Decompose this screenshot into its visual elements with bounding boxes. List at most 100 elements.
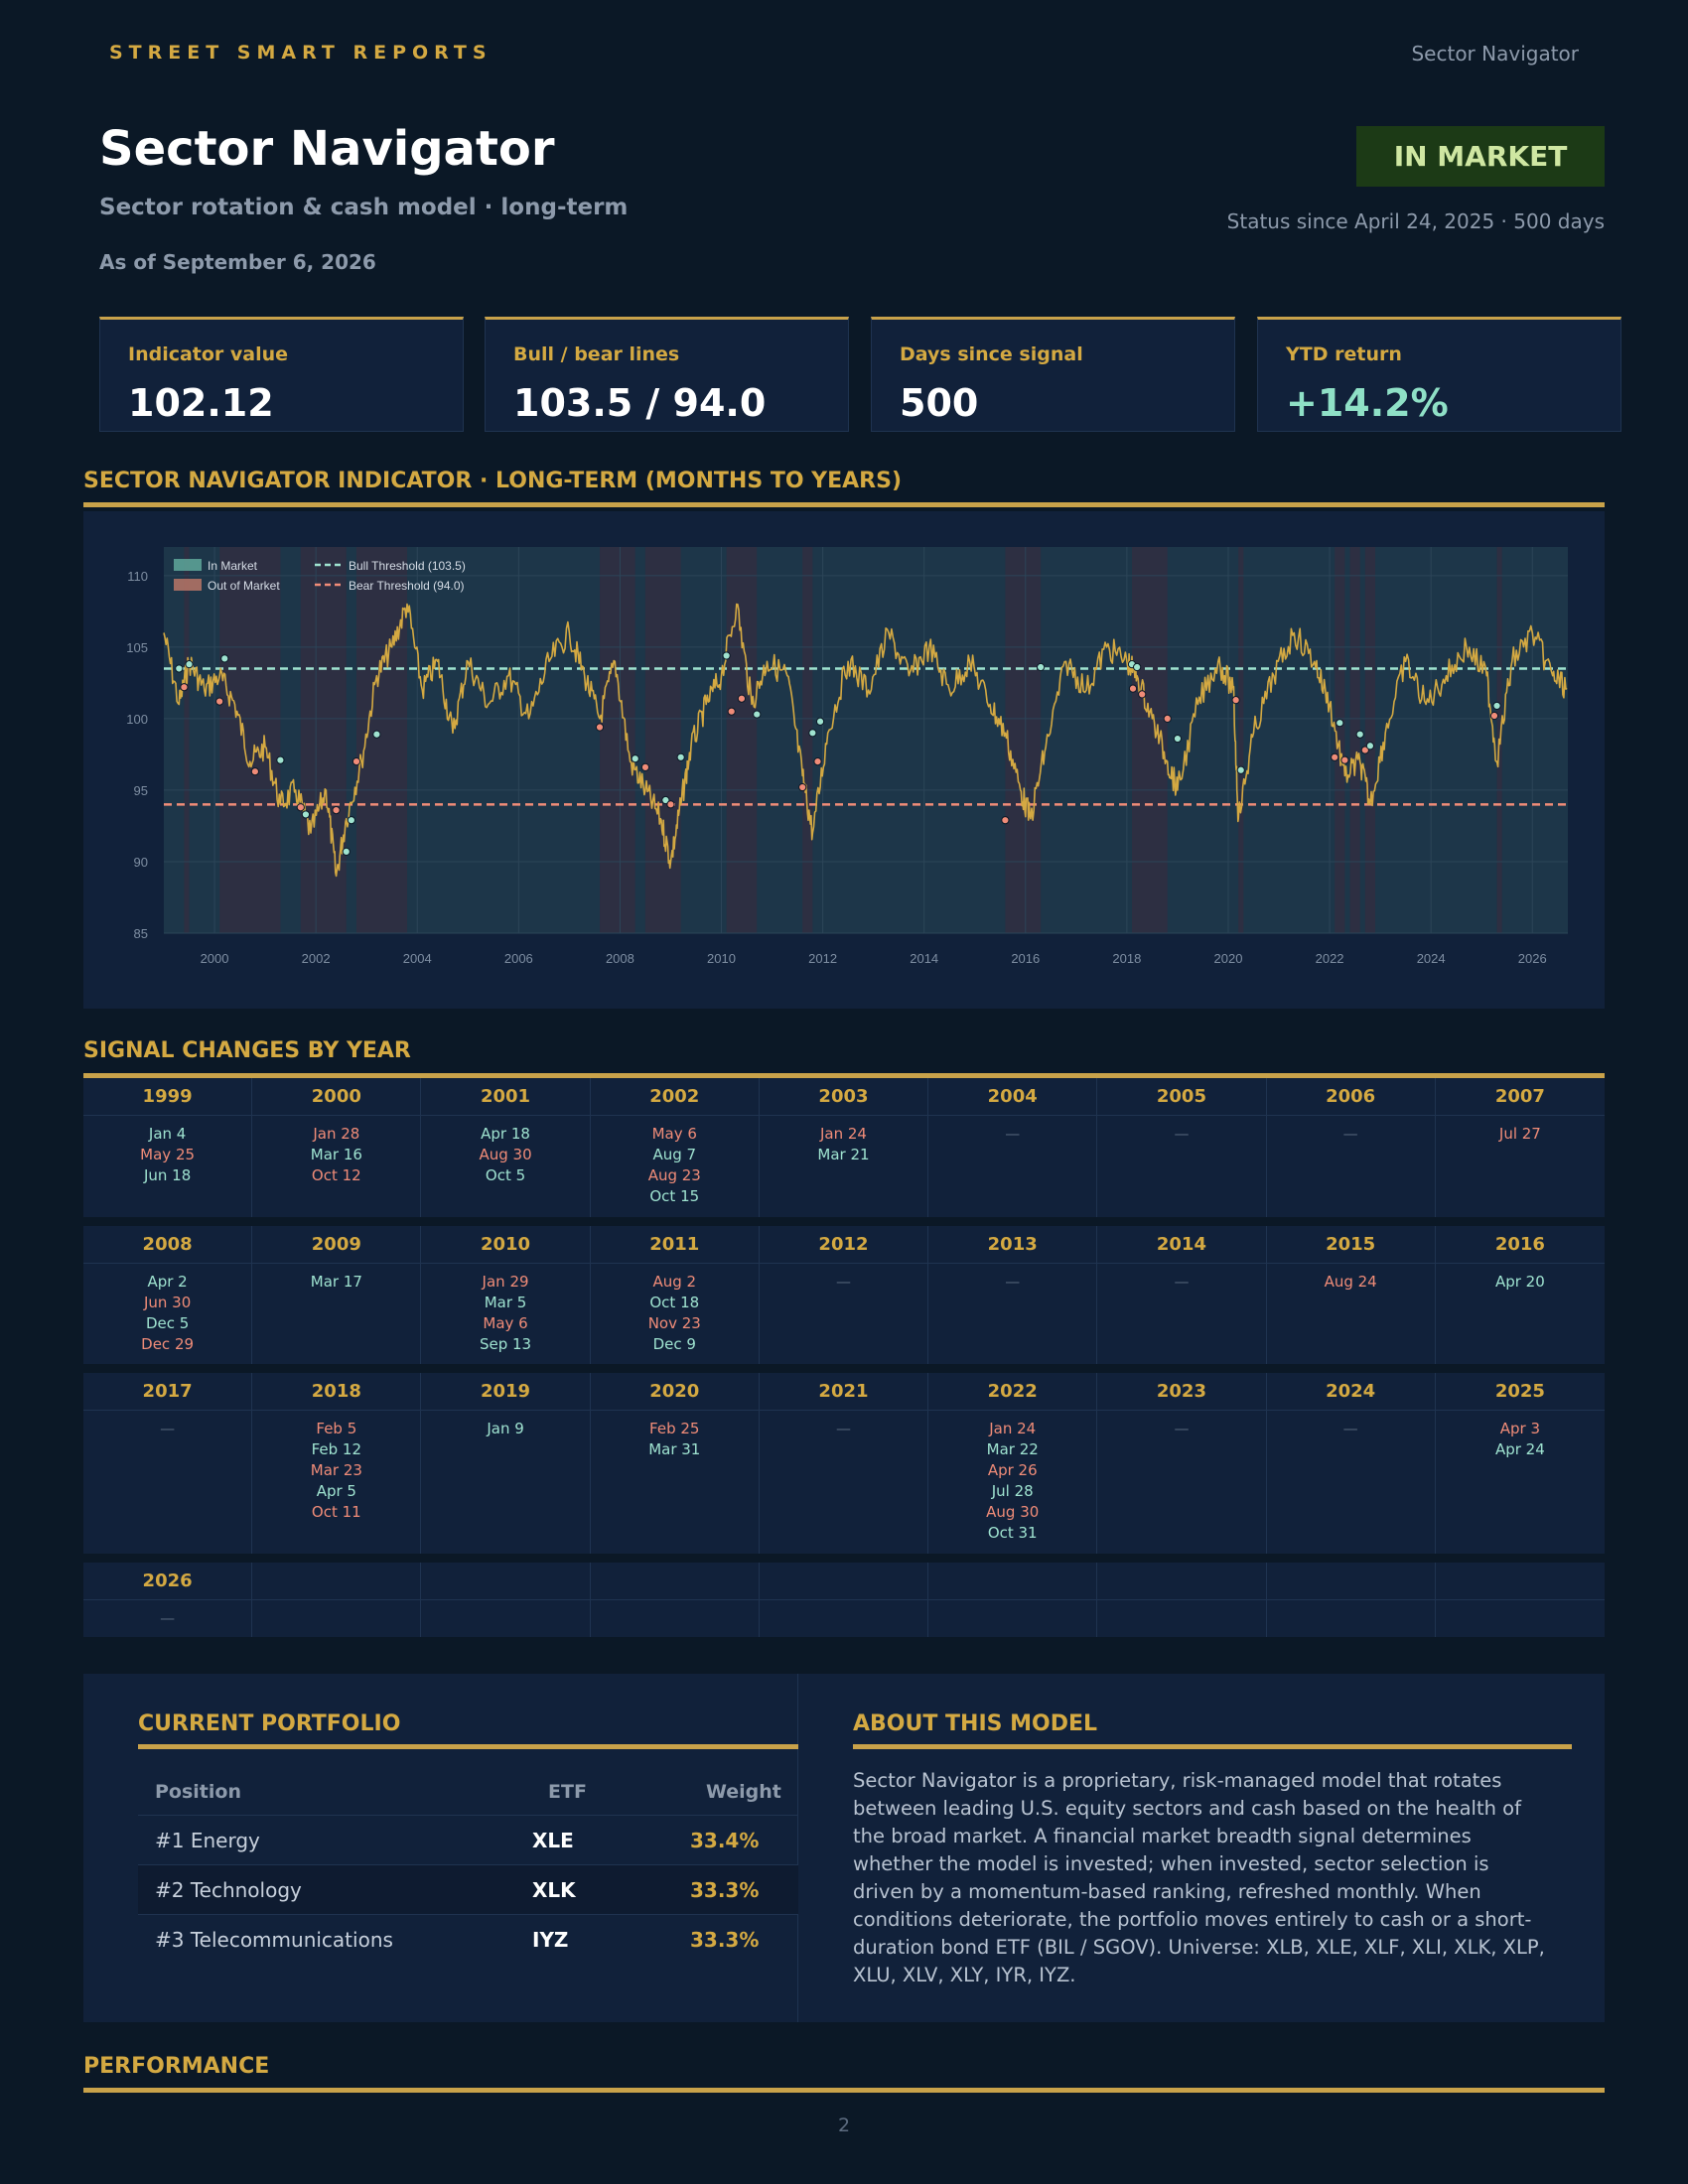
portfolio-header-position: Position xyxy=(155,1781,241,1803)
signal-year-row: 1999 Jan 4 May 25 Jun 18 2000 Jan 28 Mar 16 Oct… xyxy=(83,1078,1605,1217)
kpi-days-since-signal: Days since signal 500 xyxy=(871,317,1235,432)
signal-year: 2001 xyxy=(421,1078,590,1116)
signal-date-bear: May 6 xyxy=(483,1314,528,1332)
signal-date-bull: Mar 22 xyxy=(986,1440,1039,1458)
signal-marker-bull xyxy=(1173,734,1183,744)
x-tick-label: 2024 xyxy=(1417,951,1446,966)
signal-year: 2022 xyxy=(928,1373,1097,1411)
top-bar: STREET SMART REPORTS Sector Navigator xyxy=(0,0,1688,109)
signal-date-bear: Mar 23 xyxy=(310,1461,362,1479)
signal-year-cell: 2006 — xyxy=(1266,1078,1436,1217)
no-signal-dash: — xyxy=(1342,1420,1358,1437)
signal-year: 2020 xyxy=(590,1373,759,1411)
signal-date-bear: May 25 xyxy=(140,1146,196,1163)
signal-marker-bear xyxy=(1163,714,1172,723)
signal-year-cell: 2002 May 6 Aug 7 Aug 23 Oct 15 xyxy=(590,1078,760,1217)
no-signal-dash: — xyxy=(1174,1420,1190,1437)
page-title: Sector Navigator xyxy=(99,121,555,177)
status-badge: IN MARKET xyxy=(1356,126,1605,187)
signal-date-bull: Dec 5 xyxy=(145,1314,190,1332)
signal-year xyxy=(928,1563,1097,1600)
signal-date-list: Mar 17 xyxy=(252,1264,420,1293)
signal-date-list xyxy=(1267,1600,1435,1608)
signal-year: 2006 xyxy=(1266,1078,1435,1116)
signal-marker-bear xyxy=(666,800,675,809)
signal-date-list: Jan 9 xyxy=(421,1411,589,1439)
kpi-label: Days since signal xyxy=(900,343,1083,365)
x-tick-label: 2018 xyxy=(1112,951,1141,966)
signal-date-bear: Jan 24 xyxy=(989,1420,1037,1437)
signal-date-list: — xyxy=(928,1116,1096,1145)
no-signal-dash: — xyxy=(1342,1125,1358,1143)
signal-year-cell: 2020 Feb 25 Mar 31 xyxy=(590,1373,760,1554)
signal-date-list: Apr 20 xyxy=(1436,1264,1605,1293)
signal-year-cell: 2010 Jan 29 Mar 5 May 6 Sep 13 xyxy=(421,1226,591,1364)
portfolio-etf: XLK xyxy=(532,1878,576,1902)
report-name: Sector Navigator xyxy=(1411,42,1579,66)
signal-year-row: 2017—2018 Feb 5 Feb 12 Mar 23 Apr 5 Oct 11 201… xyxy=(83,1373,1605,1554)
signal-date-bear: Aug 24 xyxy=(1324,1273,1377,1291)
out-of-market-band xyxy=(1349,547,1360,933)
signal-date-list: Aug 24 xyxy=(1267,1264,1435,1293)
bottom-panel: CURRENT PORTFOLIO Position ETF Weight #1… xyxy=(83,1674,1605,2022)
signal-marker-bull xyxy=(175,664,184,673)
signal-year: 2007 xyxy=(1435,1078,1605,1116)
out-of-market-band xyxy=(644,547,681,933)
signal-date-bear: Aug 2 xyxy=(652,1273,697,1291)
signal-date-bear: Feb 25 xyxy=(649,1420,700,1437)
signal-date-list: Jan 24 Mar 21 xyxy=(760,1116,927,1165)
kpi-indicator-value: Indicator value 102.12 xyxy=(99,317,464,432)
signal-date-bear: Jun 30 xyxy=(143,1294,192,1311)
portfolio-position: #1 Energy xyxy=(155,1829,260,1852)
portfolio-position: #2 Technology xyxy=(155,1878,302,1902)
no-signal-dash: — xyxy=(1174,1125,1190,1143)
signal-year: 2008 xyxy=(83,1226,252,1264)
out-of-market-band xyxy=(726,547,758,933)
signal-date-bear: Aug 30 xyxy=(986,1503,1040,1521)
out-of-market-band xyxy=(1238,547,1244,933)
signal-marker-bear xyxy=(1138,690,1147,699)
signal-marker-bull xyxy=(1355,730,1364,739)
signal-year xyxy=(1097,1563,1266,1600)
no-signal-dash: — xyxy=(1005,1125,1021,1143)
signal-marker-bear xyxy=(352,757,361,766)
legend-label: Bear Threshold (94.0) xyxy=(349,579,465,593)
out-of-market-band xyxy=(1335,547,1345,933)
signal-year: 2018 xyxy=(252,1373,421,1411)
x-tick-label: 2000 xyxy=(201,951,229,966)
signal-date-list: — xyxy=(1097,1116,1265,1145)
out-of-market-band xyxy=(600,547,635,933)
signal-year-cell: 2021 — xyxy=(759,1373,929,1554)
signal-date-list: — xyxy=(83,1600,251,1629)
signal-date-list: Jul 27 xyxy=(1436,1116,1605,1145)
signal-date-bull: Jan 4 xyxy=(148,1125,187,1143)
section-rule xyxy=(83,1073,1605,1078)
signal-date-list: Apr 3 Apr 24 xyxy=(1436,1411,1605,1460)
signal-year-cell xyxy=(590,1563,760,1637)
signal-year-cell: 2019 Jan 9 xyxy=(421,1373,591,1554)
signal-marker-bull xyxy=(1365,742,1375,751)
portfolio-etf: XLE xyxy=(532,1829,574,1852)
signal-date-bear: Aug 23 xyxy=(647,1166,701,1184)
x-tick-label: 2004 xyxy=(403,951,432,966)
portfolio-position: #3 Telecommunications xyxy=(155,1928,393,1952)
signal-date-list: Apr 2 Jun 30 Dec 5 Dec 29 xyxy=(83,1264,251,1355)
portfolio-etf: IYZ xyxy=(532,1928,569,1952)
signal-year-cell: 2023 — xyxy=(1097,1373,1267,1554)
out-of-market-band xyxy=(1005,547,1042,933)
signal-date-bull: Oct 5 xyxy=(485,1166,526,1184)
signal-year-cell xyxy=(928,1563,1098,1637)
legend-label: Bull Threshold (103.5) xyxy=(349,559,466,573)
section-rule xyxy=(83,2088,1605,2093)
portfolio-weight: 33.3% xyxy=(690,1928,760,1952)
y-tick-label: 105 xyxy=(126,640,148,655)
signal-date-list: Apr 18 Aug 30 Oct 5 xyxy=(421,1116,589,1186)
signal-year-cell: 2008 Apr 2 Jun 30 Dec 5 Dec 29 xyxy=(83,1226,253,1364)
x-tick-label: 2008 xyxy=(606,951,634,966)
legend-swatch-out-of-market xyxy=(174,579,202,591)
signal-marker-bull xyxy=(808,729,817,738)
signal-marker-bear xyxy=(1231,696,1240,705)
signal-date-bull: Mar 31 xyxy=(648,1440,701,1458)
signal-year: 2026 xyxy=(83,1563,252,1600)
kpi-value: 103.5 / 94.0 xyxy=(513,381,767,425)
